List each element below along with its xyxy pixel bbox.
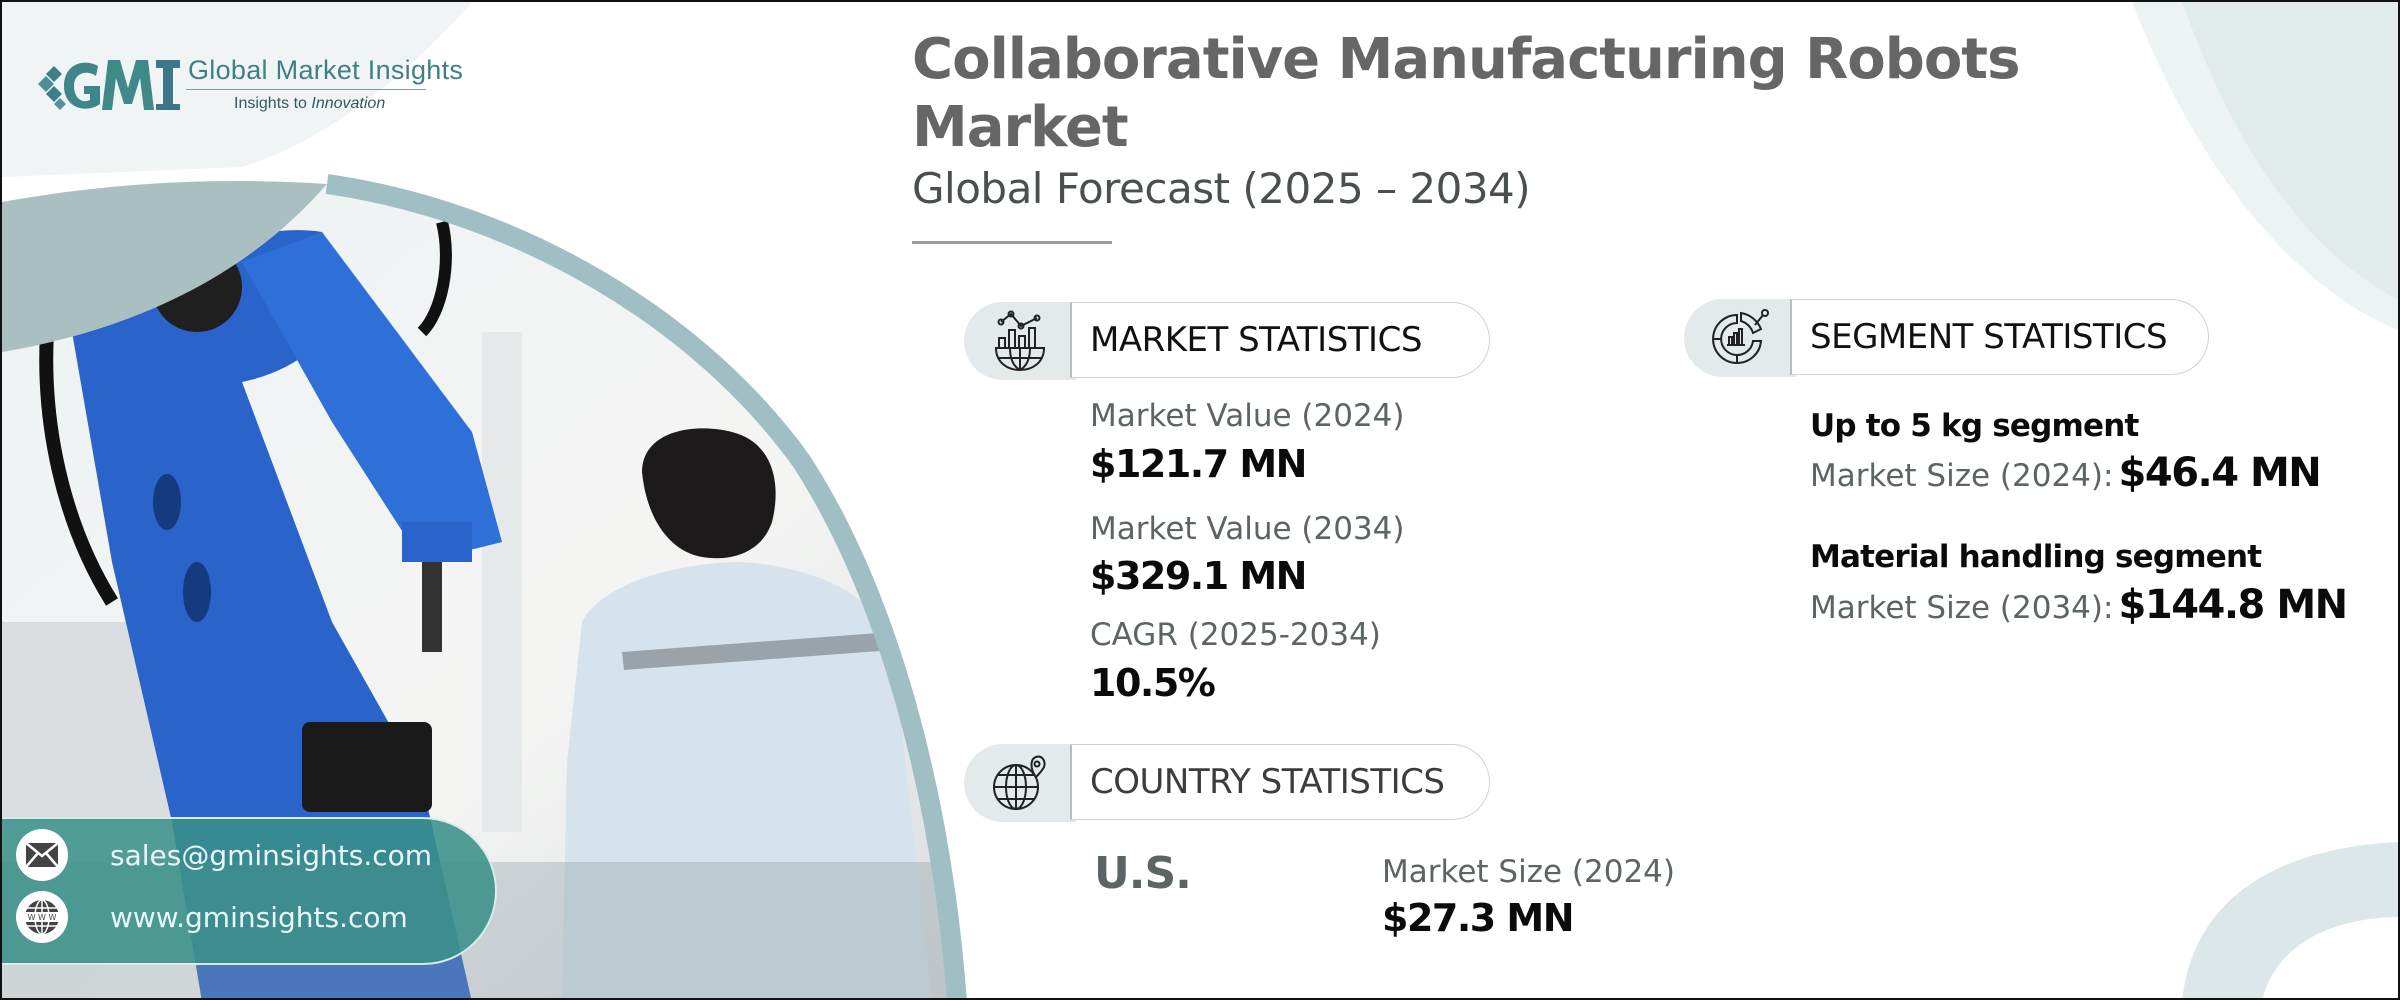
logo-divider	[186, 89, 426, 90]
segment-2-label: Market Size (2034):	[1810, 590, 2114, 626]
market-value-2034-label: Market Value (2034)	[1090, 511, 1405, 547]
cagr-label: CAGR (2025-2034)	[1090, 617, 1381, 653]
chart-globe-icon	[994, 310, 1046, 372]
segment-1-market-size: Market Size (2024): $46.4 MN	[1810, 450, 2322, 496]
segment-2-value: $144.8 MN	[2118, 582, 2349, 628]
market-value-2024: $121.7 MN	[1090, 442, 1307, 486]
segment-1-value: $46.4 MN	[2118, 450, 2322, 496]
market-statistics-header: MARKET STATISTICS	[964, 302, 1490, 380]
page-subtitle: Global Forecast (2025 – 2034)	[912, 164, 1531, 213]
tagline-prefix: Insights to	[234, 95, 307, 112]
segment-2-market-size: Market Size (2034): $144.8 MN	[1810, 582, 2349, 628]
country-statistics-title: COUNTRY STATISTICS	[1070, 744, 1490, 820]
brand-name: Global Market Insights	[188, 55, 464, 85]
website-text[interactable]: www.gminsights.com	[110, 900, 408, 934]
country-name: U.S.	[1094, 848, 1192, 899]
contact-panel: sales@gminsights.com W W W www.gminsight…	[2, 817, 497, 965]
segment-statistics-icon-container	[1684, 299, 1796, 377]
email-icon	[16, 829, 68, 881]
gmi-logo-mark-icon	[38, 60, 180, 110]
segment-1-title: Up to 5 kg segment	[1810, 408, 2139, 444]
contact-email[interactable]: sales@gminsights.com	[16, 829, 432, 881]
svg-text:W W W: W W W	[28, 913, 57, 922]
segment-statistics-header: SEGMENT STATISTICS	[1684, 299, 2209, 377]
country-statistics-header: COUNTRY STATISTICS	[964, 744, 1490, 822]
segment-2-title: Material handling segment	[1810, 539, 2262, 575]
country-statistics-icon-container	[964, 744, 1076, 822]
email-text[interactable]: sales@gminsights.com	[110, 838, 433, 872]
country-market-size-label: Market Size (2024)	[1382, 854, 1675, 890]
globe-www-icon: W W W	[16, 891, 68, 943]
market-statistics-icon-container	[964, 302, 1076, 380]
gmi-logo[interactable]: Global Market Insights Insights to Innov…	[36, 52, 463, 116]
cagr-value: 10.5%	[1090, 661, 1216, 705]
title-underline	[912, 241, 1112, 244]
page-title: Collaborative Manufacturing Robots Marke…	[912, 27, 2020, 160]
segment-statistics-title: SEGMENT STATISTICS	[1790, 299, 2209, 375]
market-statistics-title: MARKET STATISTICS	[1070, 302, 1490, 378]
country-market-size-value: $27.3 MN	[1382, 896, 1575, 940]
market-value-2024-label: Market Value (2024)	[1090, 398, 1405, 434]
tagline-emphasis: Innovation	[311, 95, 386, 112]
brand-tagline: Insights to Innovation	[234, 95, 385, 113]
contact-website[interactable]: W W W www.gminsights.com	[16, 891, 408, 943]
segment-1-label: Market Size (2024):	[1810, 458, 2114, 494]
globe-pin-icon	[993, 755, 1046, 810]
market-value-2034: $329.1 MN	[1090, 554, 1307, 598]
segment-pie-icon	[1712, 309, 1769, 364]
